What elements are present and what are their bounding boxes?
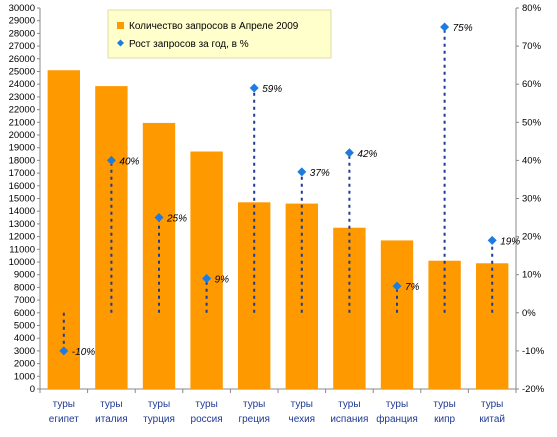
category-label: италия [95,414,127,425]
growth-label: 9% [215,275,230,286]
y-left-tick-label: 11000 [9,244,35,255]
y-left-tick-label: 28000 [9,28,35,39]
growth-point [297,167,307,177]
y-left-tick-label: 14000 [9,206,35,217]
y-left-tick-label: 15000 [9,194,35,205]
y-left-tick-label: 13000 [9,219,35,230]
y-left-tick-label: 3000 [14,346,35,357]
y-left-tick-label: 19000 [9,143,35,154]
y-left-tick-label: 27000 [9,41,35,52]
category-label: египет [49,414,79,425]
category-label: кипр [434,414,455,425]
y-left-tick-label: 16000 [9,181,35,192]
growth-label: 42% [357,149,377,160]
category-label: туры [195,399,217,410]
y-left-tick-label: 1000 [14,371,35,382]
bar [190,151,223,389]
category-label: франция [376,413,418,425]
bar [380,240,414,389]
y-right-tick-label: 30% [522,194,542,205]
growth-label: 7% [405,282,420,293]
category-label: туры [243,399,265,410]
y-left-tick-label: 6000 [14,308,35,319]
y-left-tick-label: 26000 [9,54,35,65]
growth-point [392,281,402,291]
growth-label: 25% [166,214,187,225]
growth-point [440,22,450,32]
y-right-tick-label: 10% [522,270,542,281]
growth-label: 19% [500,236,520,247]
y-left-tick-label: 12000 [9,232,35,243]
y-right-tick-label: 70% [522,41,542,52]
y-left-tick-label: 22000 [9,105,35,116]
legend-bar-swatch [117,22,124,29]
growth-label: 40% [119,156,139,167]
y-left-tick-label: 29000 [9,16,35,27]
y-right-tick-label: 20% [522,232,542,243]
bar [238,202,271,389]
y-left-tick-label: 8000 [14,282,35,293]
category-label: туры [481,399,503,410]
y-left-tick-label: 9000 [14,270,35,281]
legend-point-swatch [117,39,124,47]
y-left-tick-label: 17000 [9,168,35,179]
y-right-tick-label: 0% [522,308,536,319]
y-left-tick-label: 5000 [14,321,35,332]
growth-point [249,83,259,93]
growth-point [487,235,497,245]
growth-point [106,155,116,165]
y-left-tick-label: 2000 [14,359,35,370]
bar [333,227,366,389]
category-label: туры [386,399,408,410]
growth-label: 37% [310,168,330,179]
category-label: турция [143,414,175,425]
category-label: чехия [289,414,316,425]
category-label: китай [479,414,505,425]
growth-point [344,148,354,158]
y-right-tick-label: -10% [522,346,545,357]
y-left-tick-label: 24000 [9,79,35,90]
growth-point [202,274,212,284]
y-left-tick-label: 23000 [9,92,35,103]
y-left-tick-label: 21000 [9,117,35,128]
category-label: туры [100,399,122,410]
y-right-tick-label: 60% [522,79,542,90]
growth-label: -10% [72,347,95,358]
category-label: россия [191,414,223,425]
legend-box [107,9,332,59]
y-left-tick-label: 4000 [14,333,35,344]
y-right-tick-label: 80% [522,3,542,14]
category-label: туры [433,399,455,410]
category-label: туры [53,399,75,410]
y-right-tick-label: 50% [522,117,542,128]
y-left-tick-label: 10000 [9,257,35,268]
growth-label: 75% [453,23,473,34]
legend-bar-label: Количество запросов в Апреле 2009 [129,21,299,32]
y-right-tick-label: -20% [522,384,545,395]
y-left-tick-label: 18000 [9,155,35,166]
growth-label: 59% [262,84,282,95]
category-label: греция [238,414,270,425]
category-label: туры [291,399,313,410]
bar [428,260,461,389]
category-label: туры [148,399,170,410]
y-right-tick-label: 40% [522,155,542,166]
y-left-tick-label: 7000 [14,295,35,306]
y-left-tick-label: 20000 [9,130,35,141]
category-label: испания [330,414,368,425]
y-left-tick-label: 30000 [9,3,35,14]
bar [95,86,128,389]
growth-point [59,346,69,356]
growth-point [154,213,164,223]
y-left-tick-label: 25000 [9,67,35,78]
category-label: туры [338,399,360,410]
legend-point-label: Рост запросов за год, в % [129,39,249,50]
y-left-tick-label: 0 [30,384,35,395]
